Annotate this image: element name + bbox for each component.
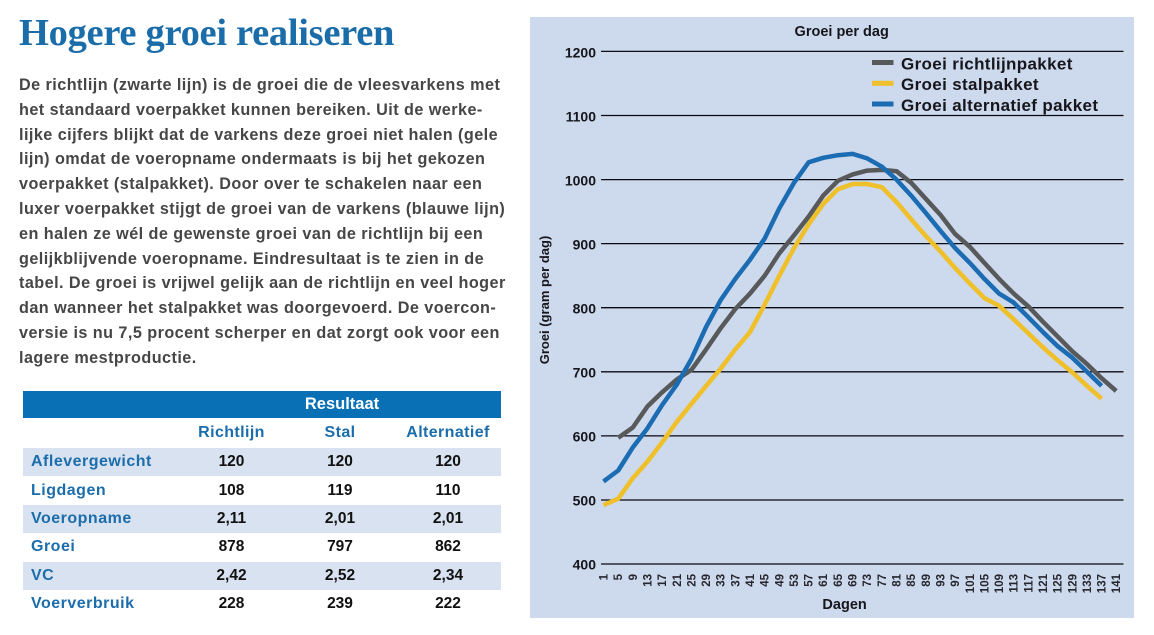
svg-text:41: 41 [745,573,757,586]
svg-text:600: 600 [573,429,597,445]
svg-text:1100: 1100 [566,109,597,125]
svg-text:133: 133 [1082,574,1094,593]
svg-text:109: 109 [994,574,1006,593]
svg-text:49: 49 [774,574,786,587]
svg-text:57: 57 [804,574,816,587]
svg-text:700: 700 [573,365,597,381]
svg-text:37: 37 [730,574,742,587]
svg-text:125: 125 [1053,573,1065,593]
svg-text:137: 137 [1097,574,1109,593]
svg-text:81: 81 [892,573,904,586]
svg-text:105: 105 [979,573,991,593]
svg-text:Groei (gram per dag): Groei (gram per dag) [537,236,552,365]
svg-text:500: 500 [573,493,597,509]
svg-text:89: 89 [921,574,933,587]
svg-text:Groei alternatief pakket: Groei alternatief pakket [901,96,1098,115]
svg-text:13: 13 [643,574,655,587]
svg-text:33: 33 [716,574,728,587]
svg-text:93: 93 [935,574,947,587]
svg-text:29: 29 [701,574,713,587]
svg-text:Groei per dag: Groei per dag [795,24,889,40]
svg-text:61: 61 [818,573,830,586]
svg-text:113: 113 [1009,574,1021,593]
svg-text:900: 900 [573,237,597,253]
svg-text:21: 21 [672,573,684,586]
svg-text:1000: 1000 [565,173,596,189]
svg-text:400: 400 [573,557,597,573]
svg-text:73: 73 [862,574,874,587]
svg-text:97: 97 [950,574,962,587]
svg-text:129: 129 [1067,574,1079,593]
svg-text:17: 17 [657,574,669,587]
svg-text:65: 65 [833,573,845,586]
svg-text:9: 9 [628,574,640,580]
svg-text:141: 141 [1111,573,1123,593]
svg-text:45: 45 [760,573,772,586]
svg-text:85: 85 [906,573,918,586]
svg-text:Groei richtlijnpakket: Groei richtlijnpakket [901,54,1073,73]
svg-text:69: 69 [848,574,860,587]
svg-text:77: 77 [877,574,889,587]
svg-text:117: 117 [1023,574,1035,593]
svg-text:121: 121 [1038,573,1050,593]
svg-text:5: 5 [613,573,625,580]
svg-text:53: 53 [789,574,801,587]
svg-text:25: 25 [686,573,698,586]
svg-text:800: 800 [573,301,597,317]
svg-text:1: 1 [599,573,611,580]
svg-text:Groei stalpakket: Groei stalpakket [901,75,1039,94]
svg-text:Dagen: Dagen [822,597,866,613]
svg-text:1200: 1200 [565,45,596,61]
svg-text:101: 101 [965,573,977,593]
